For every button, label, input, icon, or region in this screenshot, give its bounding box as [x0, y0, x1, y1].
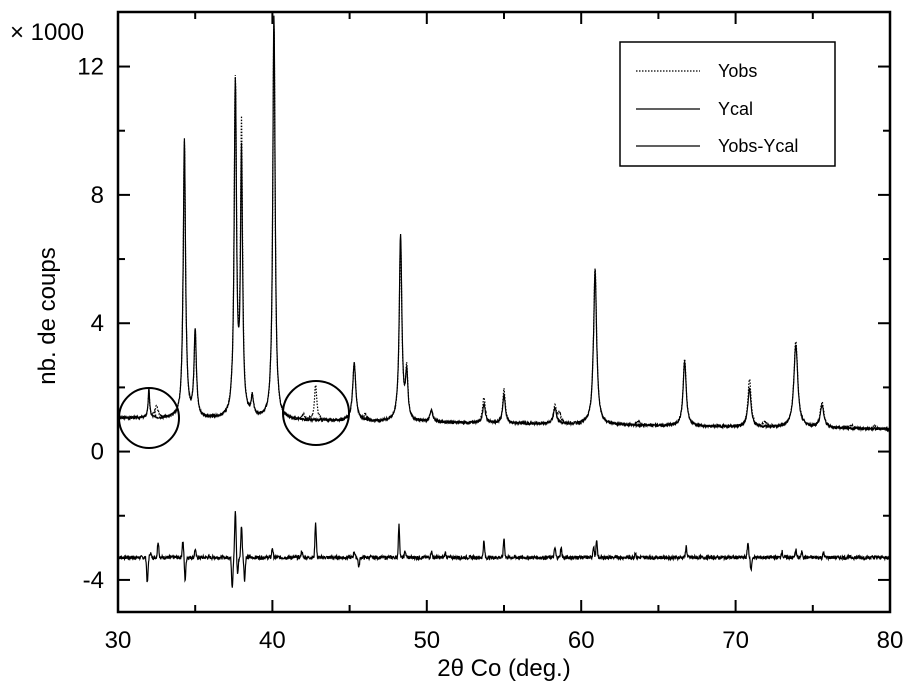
x-tick-label: 30: [105, 627, 132, 654]
x-axis-title: 2θ Co (deg.): [437, 655, 570, 682]
legend-box: [619, 41, 836, 167]
axis-ticks: [117, 12, 891, 612]
x-tick-label: 50: [413, 627, 440, 654]
axis-tick-labels: 30 40 50 60 70 80 -4 0 4 8 12: [77, 54, 903, 654]
legend: Yobs Ycal Yobs-Ycal: [619, 41, 836, 167]
y-multiplier-label: × 1000: [10, 19, 84, 46]
y-tick-label: -4: [83, 567, 104, 594]
highlight-circle-right: [282, 380, 350, 446]
x-tick-label: 80: [877, 627, 904, 654]
x-tick-label: 60: [568, 627, 595, 654]
legend-label-yobs-ycal: Yobs-Ycal: [718, 136, 798, 156]
series-yobs-line: [117, 23, 891, 433]
y-tick-label: 8: [91, 182, 104, 209]
y-tick-label: 12: [77, 54, 104, 81]
series-yobs-ycal-line: [117, 511, 891, 588]
y-tick-label: 4: [91, 310, 104, 337]
legend-label-yobs: Yobs: [718, 61, 757, 81]
legend-label-ycal: Ycal: [718, 99, 753, 119]
y-tick-label: 0: [91, 439, 104, 466]
x-tick-label: 70: [722, 627, 749, 654]
series-ycal-line: [117, 15, 891, 433]
x-tick-label: 40: [259, 627, 286, 654]
y-axis-title: nb. de coups: [34, 247, 61, 384]
plot-area: [117, 15, 891, 588]
